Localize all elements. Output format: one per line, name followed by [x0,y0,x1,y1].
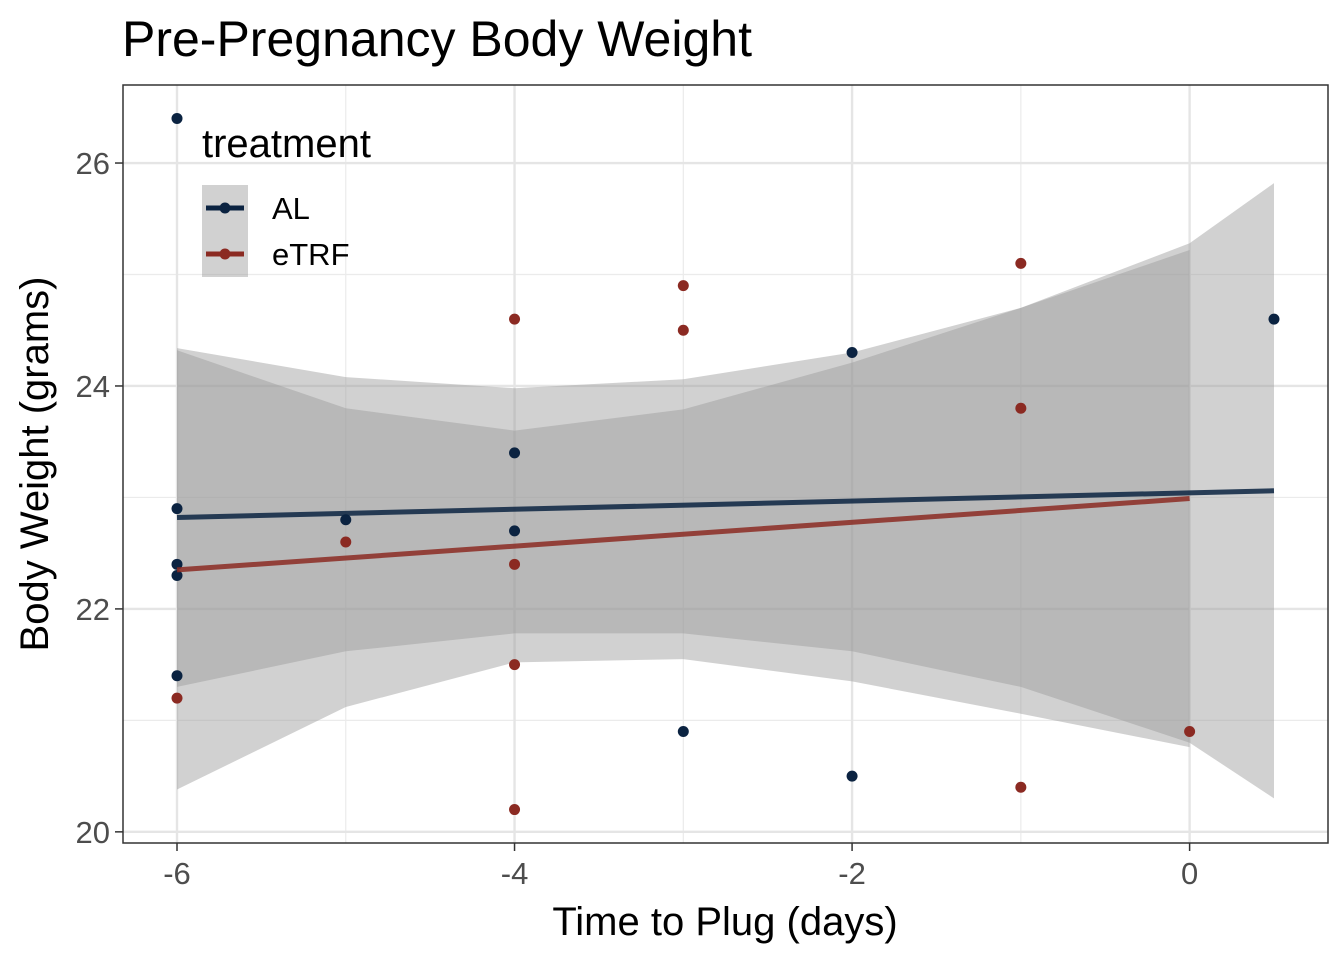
major-gridlines [123,85,1328,843]
point-etrf [509,659,521,671]
point-al [509,525,521,537]
x-tick-label: -4 [501,856,529,891]
y-tick-label: 20 [76,815,110,850]
point-al [340,514,352,526]
minor-gridlines [123,85,1328,843]
y-axis-ticks: 20 22 24 26 [76,146,123,850]
point-etrf [171,692,183,704]
point-etrf [509,558,521,570]
point-al [1268,313,1280,325]
point-etrf [1015,402,1027,414]
x-tick-label: -6 [163,856,191,891]
point-al [171,503,183,515]
point-al [171,569,183,581]
y-tick-label: 22 [76,592,110,627]
fit-line-etrf [176,496,1190,573]
legend-title: treatment [202,122,371,166]
point-etrf [509,313,521,325]
x-tick-label: -2 [838,856,866,891]
y-tick-label: 24 [76,369,110,404]
y-tick-label: 26 [76,146,110,181]
ribbon-al [177,183,1274,799]
panel-border [122,84,1329,844]
point-al [846,770,858,782]
point-etrf [677,280,689,292]
point-etrf [340,536,352,548]
legend-label-al: AL [272,191,310,226]
chart-title: Pre-Pregnancy Body Weight [122,11,752,67]
legend-point-etrf [219,248,231,260]
point-al [677,726,689,738]
point-etrf [1015,257,1027,269]
point-etrf [677,324,689,336]
x-tick-label: 0 [1181,856,1198,891]
data-points [171,112,1280,816]
point-etrf [1015,781,1027,793]
legend-label-etrf: eTRF [272,237,350,272]
point-al [509,447,521,459]
point-al [171,670,183,682]
confidence-ribbons [177,183,1274,799]
x-axis-title: Time to Plug (days) [552,900,897,944]
fit-lines [176,488,1275,573]
point-al [171,112,183,124]
legend: treatment AL eTRF [202,122,371,277]
point-al [846,347,858,359]
ribbon-etrf [177,250,1190,790]
point-al [171,558,183,570]
legend-point-al [219,202,231,214]
y-axis-title: Body Weight (grams) [13,277,57,652]
fit-line-al [176,488,1275,521]
point-etrf [509,804,521,816]
x-axis-ticks: -6 -4 -2 0 [163,843,1198,891]
point-etrf [1184,726,1196,738]
